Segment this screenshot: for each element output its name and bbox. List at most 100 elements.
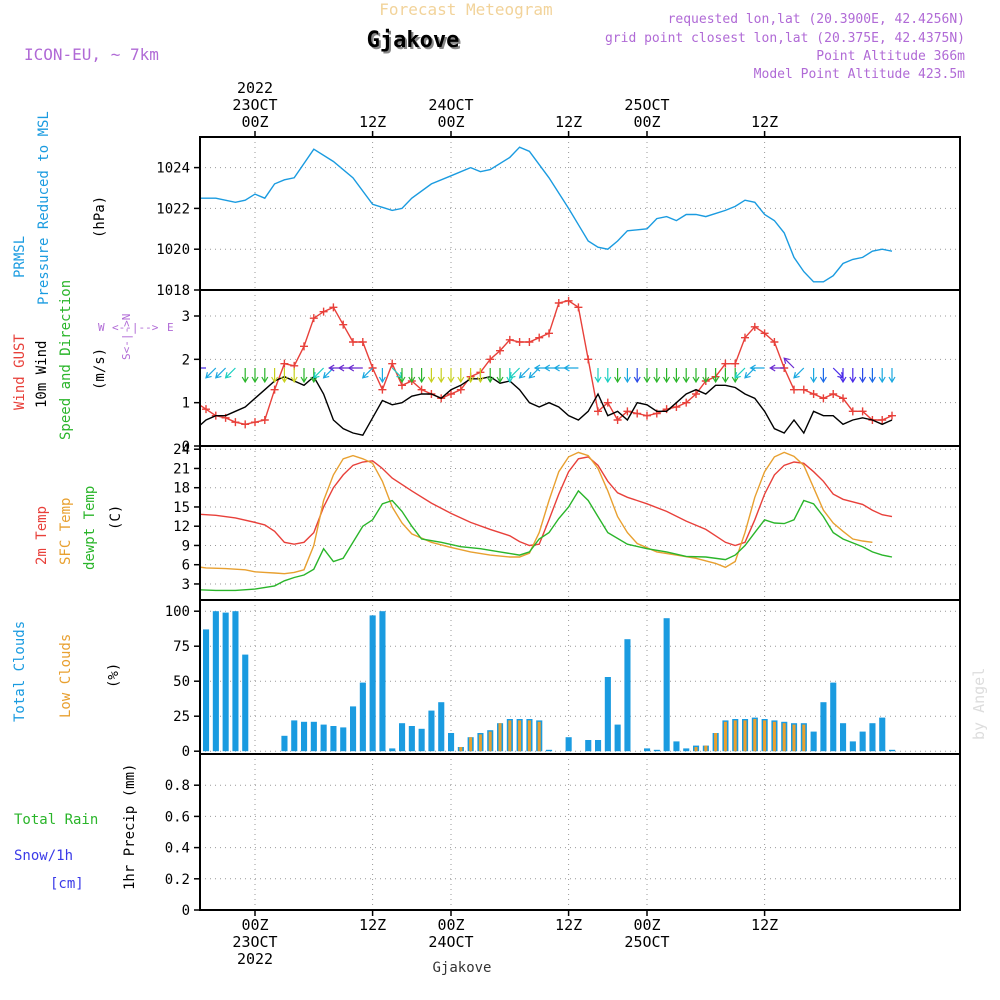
total-cloud-bar [0,750,6,751]
total-cloud-bar [438,702,445,752]
gust-marker [613,416,622,424]
pressure-side-labels: PRMSL Pressure Reduced to MSL (hPa) [12,111,108,305]
gust-marker [584,355,593,364]
gust-marker [692,390,700,398]
low-cloud-bar [753,719,757,752]
wind-arrow [712,368,720,384]
wind-arrow [347,364,363,372]
total-cloud-bar [418,728,425,752]
gust-marker [623,407,632,416]
pressure-msl-label: Pressure Reduced to MSL [36,111,52,305]
wind-arrow [447,368,455,384]
top-axis-label: 12Z [555,113,582,131]
wind-arrow [200,367,206,369]
gust-marker [809,390,818,398]
model-label: ICON-EU, ~ 7km [24,45,159,64]
y-tick-label: 0.2 [165,872,190,888]
total-cloud-bar [193,692,199,751]
gust-marker [721,359,730,368]
gust-marker [878,416,887,424]
wind-arrow [702,368,710,384]
plot-area [200,451,893,592]
low-cloud-bar [733,720,737,752]
wind-arrow [418,368,426,384]
panel-4: 0 25 50 75 100 [0,599,961,760]
series-line-10m-wind [200,375,893,436]
low-cloud-bar [723,721,727,752]
total-cloud-bar [340,727,347,752]
gust-marker [848,407,857,416]
grid-point-coords: grid point closest lon,lat (20.375E, 42.… [605,31,965,46]
gust-marker [486,355,495,364]
total-cloud-bar [242,654,249,752]
plot-area [200,296,896,436]
low-cloud-bar [704,745,708,752]
gust-marker [731,359,740,368]
wind-speed-dir-label: Speed and Direction [58,280,74,440]
y-tick-label: 1020 [156,242,190,258]
gust-marker [603,398,612,407]
gust-marker [594,407,602,416]
total-cloud-bar [408,726,415,752]
gust-marker [770,338,779,346]
gust-marker [309,314,318,323]
low-cloud-bar [527,720,531,752]
model-point-altitude: Model Point Altitude 423.5m [754,67,965,82]
temp-side-labels: 2m Temp SFC Temp dewpt Temp (C) [34,486,124,570]
total-cloud-bar [820,702,827,752]
y-tick-label: 9 [182,538,190,554]
wind-arrow [214,367,227,379]
low-cloud-bar [802,724,806,752]
gust-marker [643,411,651,420]
temp-2m-label: 2m Temp [34,506,50,565]
wind-arrow [300,368,308,384]
wind-arrow [506,368,514,384]
wind-arrow [663,368,671,384]
plot-area [200,146,893,283]
wind-arrow [769,364,785,372]
snow-unit-label: [cm] [50,876,84,892]
wind-arrow [721,368,729,384]
wind-arrow [457,368,465,384]
y-tick-label: 15 [173,500,190,516]
total-cloud-bar [624,639,631,752]
total-cloud-bar [614,724,621,752]
low-cloud-bar [792,724,796,752]
total-cloud-bar [369,615,376,752]
low-cloud-bar [459,747,463,752]
gust-marker [339,320,348,329]
precip-unit-label: 1hr Precip (mm) [122,764,138,890]
y-tick-label: 6 [182,558,190,574]
chart-title: Forecast Meteogram [379,0,552,19]
gust-marker [270,385,279,394]
wind-arrow [819,368,827,384]
gust-marker [741,333,749,342]
top-axis-label: 00Z [437,113,464,131]
y-tick-label: 0.4 [165,841,190,857]
wind-arrow [832,367,844,379]
total-cloud-bar [232,611,239,752]
gust-marker [456,385,465,394]
gust-marker [447,390,455,398]
total-cloud-bar [644,748,651,752]
wind-arrow [312,367,325,379]
point-altitude: Point Altitude 366m [816,49,965,64]
wind-arrow [614,368,622,384]
compass-e: E [167,321,174,334]
y-tick-label: 21 [173,461,190,477]
y-tick-label: 2 [182,352,190,368]
gust-marker [525,338,534,346]
wind-arrow [623,368,631,384]
panel-1: 1018 1020 1022 1024 [156,136,961,299]
top-axis-label: 12Z [751,113,778,131]
total-cloud-bar [203,629,210,752]
top-axis-label: 25OCT [624,96,669,114]
wind-arrow [205,367,217,379]
gust-marker [349,338,357,346]
y-tick-label: 3 [182,309,190,325]
wind-10m-label: 10m Wind [34,341,50,408]
wind-arrow [391,367,403,379]
gust-marker [682,398,691,407]
gust-marker [633,409,642,418]
series-line-dewpt-temp [200,489,893,592]
